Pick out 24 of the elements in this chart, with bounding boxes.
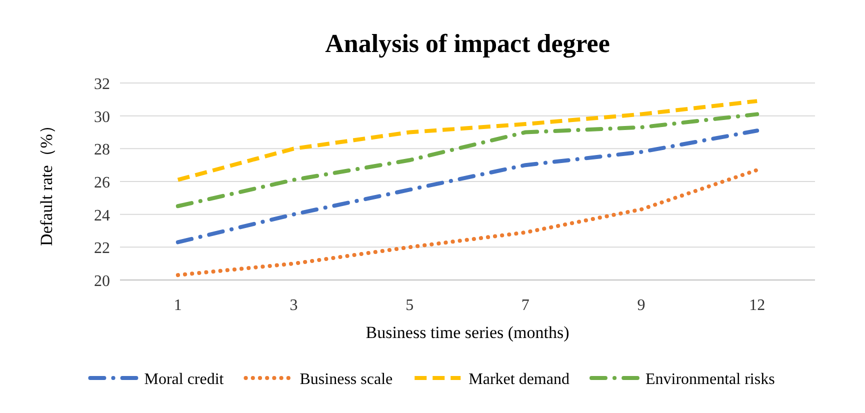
y-tick-label: 26 <box>94 174 110 192</box>
x-tick-label: 3 <box>290 297 298 314</box>
y-tick-label: 22 <box>94 240 110 258</box>
x-tick-label: 5 <box>406 297 414 314</box>
y-axis-title: Default rate（%） <box>37 117 56 246</box>
line-series <box>176 99 760 182</box>
line-series <box>176 112 760 208</box>
x-tick-label: 9 <box>637 297 646 314</box>
y-tick-label: 30 <box>94 108 110 126</box>
x-tick-label: 7 <box>521 297 530 314</box>
x-tick-label: 1 <box>174 297 182 314</box>
y-tick-label: 28 <box>94 142 110 159</box>
legend-label: Moral credit <box>144 371 224 388</box>
line-series <box>176 128 760 244</box>
line-series <box>176 168 760 278</box>
x-tick-label: 12 <box>749 297 766 314</box>
y-tick-label: 24 <box>94 207 110 224</box>
legend-label: Business scale <box>300 371 393 388</box>
legend-label: Market demand <box>468 371 570 388</box>
y-tick-label: 32 <box>94 76 110 93</box>
legend-label: Environmental risks <box>645 371 775 388</box>
x-axis-title: Business time series (months) <box>366 323 570 342</box>
y-tick-label: 20 <box>94 273 110 290</box>
chart-title: Analysis of impact degree <box>325 29 610 58</box>
